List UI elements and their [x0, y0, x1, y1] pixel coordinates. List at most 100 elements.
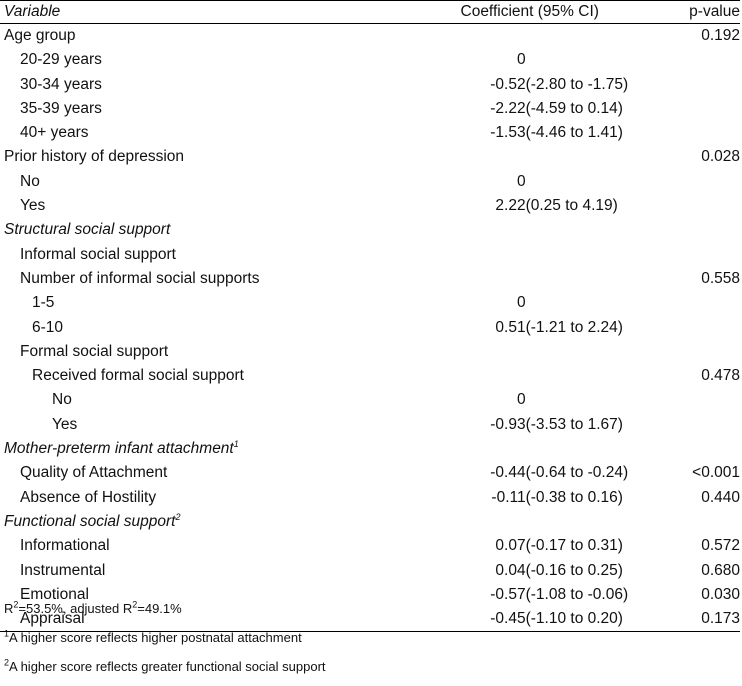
row-coefficient: 2.22: [495, 197, 526, 215]
row-ci: (-0.16 to 0.25): [525, 561, 623, 579]
row-p-value: 0.173: [689, 607, 740, 633]
row-label: 30-34 years: [20, 75, 102, 93]
table-row: 1-5 0: [0, 291, 740, 315]
r2-text-e: =49.1%: [137, 601, 182, 616]
row-p-value: 0.440: [701, 488, 740, 506]
table-row: 30-34 years -0.52 (-2.80 to -1.75): [0, 73, 740, 97]
row-p-value: 0.030: [701, 585, 740, 603]
header-row: Variable Coefficient (95% CI) p-value: [0, 0, 740, 24]
row-coefficient: -0.44: [490, 464, 526, 482]
row-ci: [526, 291, 690, 315]
table-row: 35-39 years -2.22 (-4.59 to 0.14): [0, 97, 740, 121]
row-p-value: 0.558: [701, 269, 740, 287]
r-squared-note: R2=53.5%, adjusted R2=49.1%: [4, 594, 326, 623]
footnote-1-text: A higher score reflects higher postnatal…: [9, 630, 302, 645]
row-coefficient: -0.11: [491, 488, 526, 506]
row-p-value: <0.001: [692, 464, 740, 482]
row-label: Instrumental: [20, 561, 106, 579]
table-row: No 0: [0, 388, 740, 412]
table-notes: R2=53.5%, adjusted R2=49.1% 1A higher sc…: [4, 594, 326, 681]
table-row: Yes 2.22 (0.25 to 4.19): [0, 194, 740, 218]
row-label: Quality of Attachment: [20, 464, 168, 482]
table-row: Functional social support2: [0, 510, 740, 534]
table-row: 40+ years -1.53 (-4.46 to 1.41): [0, 121, 740, 145]
r2-sup-d: 2: [132, 599, 138, 610]
header-coefficient: Coefficient (95% CI): [370, 0, 690, 24]
table-row: Prior history of depression 0.028: [0, 145, 740, 169]
table-row: 6-10 0.51 (-1.21 to 2.24): [0, 316, 740, 340]
table-row: Yes -0.93 (-3.53 to 1.67): [0, 413, 740, 437]
footnote-1-marker: 1: [4, 628, 10, 639]
row-label: Age group: [4, 27, 76, 44]
row-p-value: 0.028: [701, 148, 740, 166]
row-label: Appraisal: [0, 607, 371, 633]
row-coefficient: -0.52: [490, 75, 526, 93]
table-row: Structural social support: [0, 218, 740, 242]
row-coefficient: 0: [516, 294, 526, 312]
row-ci: [526, 388, 690, 412]
row-label: Informational: [20, 537, 110, 555]
section-heading-text: Functional social support: [4, 512, 176, 530]
table-row: Formal social support: [0, 340, 740, 364]
table-row: Appraisal -0.45 (-1.10 to 0.20) 0.173: [0, 607, 740, 633]
table-row: Age group 0.192: [0, 24, 740, 49]
row-coefficient: 0: [516, 391, 526, 409]
row-coefficient: -0.45: [370, 607, 526, 633]
row-p-value: 0.478: [701, 367, 740, 385]
table-row: Emotional -0.57 (-1.08 to -0.06) 0.030: [0, 583, 740, 607]
table-row: Absence of Hostility -0.11 (-0.38 to 0.1…: [0, 486, 740, 510]
row-label: 35-39 years: [20, 99, 102, 117]
row-label: No: [52, 391, 72, 409]
footnote-2-marker: 2: [4, 657, 10, 668]
row-ci: (-4.59 to 0.14): [525, 99, 623, 117]
header-variable: Variable: [0, 0, 371, 24]
row-label: Emotional: [20, 585, 89, 603]
row-p-value: 0.572: [701, 537, 740, 555]
row-ci: (-3.53 to 1.67): [525, 415, 623, 433]
footnote-marker: 1: [233, 438, 239, 449]
table-row: Informational 0.07 (-0.17 to 0.31) 0.572: [0, 534, 740, 558]
row-label: No: [20, 172, 40, 190]
row-coefficient: 0.51: [495, 318, 526, 336]
row-label: Absence of Hostility: [20, 488, 157, 506]
row-ci: (-1.08 to -0.06): [525, 585, 629, 603]
row-ci: [526, 170, 690, 194]
row-ci: (-1.10 to 0.20): [525, 607, 690, 633]
row-label: Prior history of depression: [4, 148, 185, 166]
table-row: Received formal social support 0.478: [0, 364, 740, 388]
r2-sup-b: 2: [13, 599, 19, 610]
row-label: Yes: [52, 415, 78, 433]
row-coefficient: 0: [516, 51, 526, 69]
section-heading-text: Mother-preterm infant attachment: [4, 440, 234, 458]
row-ci: (-4.46 to 1.41): [525, 124, 623, 142]
footnote-marker: 2: [175, 511, 181, 522]
row-coefficient: -0.93: [490, 415, 526, 433]
section-heading: Structural social support: [4, 221, 171, 239]
section-heading: Mother-preterm infant attachment1: [0, 437, 370, 461]
row-p-value: 0.192: [701, 27, 740, 44]
row-ci: (-2.80 to -1.75): [525, 75, 629, 93]
row-label: Formal social support: [20, 342, 169, 360]
row-coefficient: -2.22: [490, 99, 526, 117]
table-row: No 0: [0, 170, 740, 194]
r2-text-c: =53.5%, adjusted R: [18, 601, 133, 616]
footnote-2-text: A higher score reflects greater function…: [9, 659, 326, 674]
row-label: 40+ years: [20, 124, 89, 142]
row-coefficient: 0.07: [495, 537, 526, 555]
r2-text-a: R: [4, 601, 14, 616]
footnote-1: 1A higher score reflects higher postnata…: [4, 623, 326, 652]
row-coefficient: -1.53: [490, 124, 526, 142]
row-ci: (0.25 to 4.19): [525, 197, 618, 215]
header-p-value: p-value: [689, 0, 740, 24]
row-label: Yes: [20, 197, 46, 215]
table-row: Number of informal social supports 0.558: [0, 267, 740, 291]
row-label: Received formal social support: [32, 367, 244, 385]
row-label: Number of informal social supports: [20, 269, 260, 287]
row-ci: (-1.21 to 2.24): [525, 318, 623, 336]
row-ci: [526, 48, 690, 72]
row-coefficient: -0.57: [490, 585, 526, 603]
row-coefficient: 0: [516, 172, 526, 190]
regression-table: Variable Coefficient (95% CI) p-value Ag…: [0, 0, 740, 633]
row-coefficient: 0.04: [495, 561, 526, 579]
